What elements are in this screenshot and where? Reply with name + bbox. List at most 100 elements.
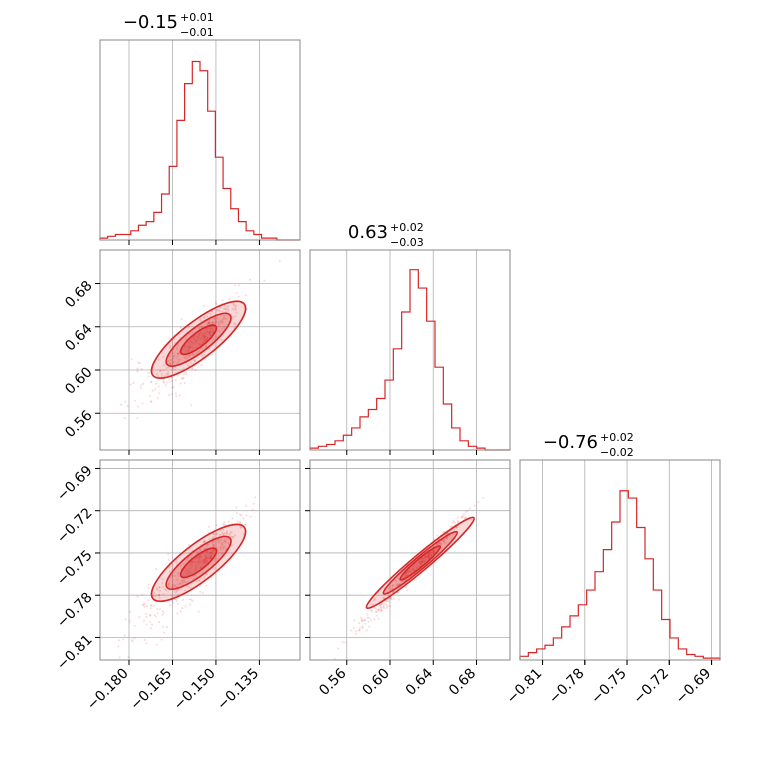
scatter-point [473,504,476,507]
scatter-point [211,532,215,536]
scatter-point [191,553,194,557]
scatter-point [172,367,175,370]
scatter-point [252,502,255,505]
scatter-point [216,548,220,551]
scatter-point [422,558,425,561]
scatter-point [227,309,230,312]
scatter-point [221,318,225,321]
scatter-point [165,589,168,592]
x-tick-label: 0.60 [359,666,392,699]
x-tick-label: −0.69 [673,666,715,708]
scatter-point [428,553,431,556]
scatter-point [221,544,224,547]
x-tick-label: 0.68 [446,666,479,699]
scatter-point [207,322,210,325]
scatter-point [222,307,226,310]
scatter-point [225,532,228,535]
scatter-point [379,606,382,609]
scatter-point [402,579,405,582]
scatter-point [211,328,215,331]
scatter-point [460,516,463,519]
scatter-point [375,610,378,614]
scatter-point [162,612,165,615]
panel-frame [519,459,721,661]
panel-frame [309,249,511,451]
scatter-point [432,552,435,555]
scatter-point [219,321,222,324]
scatter-point [211,541,214,544]
scatter-point [169,604,172,607]
scatter-point [385,606,388,610]
scatter-point [209,556,212,560]
scatter-point [172,354,175,358]
scatter-point [404,574,407,577]
scatter-point [175,589,178,592]
scatter-point [205,335,208,339]
scatter-point [231,517,234,520]
scatter-point [413,568,416,572]
scatter-point [446,537,449,540]
scatter-point [395,583,398,586]
scatter-point [181,582,184,585]
scatter-point [199,548,202,551]
scatter-point [427,555,430,558]
scatter-point [206,322,209,325]
scatter-point [186,346,189,349]
scatter-point [187,586,190,589]
scatter-point [148,621,151,624]
scatter-point [59,502,61,504]
scatter-point [242,533,245,536]
scatter-point [181,377,184,380]
scatter-point [180,377,183,380]
scatter-point [415,567,419,570]
scatter-point [455,526,458,529]
contour-level [365,516,475,610]
scatter-point [198,326,201,329]
scatter-point [223,523,226,526]
scatter-point [167,583,170,586]
scatter-point [170,358,173,361]
scatter-point [203,316,206,319]
scatter-point [421,559,424,562]
scatter-point [154,567,158,571]
scatter-point [370,610,374,613]
scatter-point [192,337,195,340]
scatter-point [220,319,223,322]
scatter-point [147,583,150,587]
scatter-point [363,618,366,622]
scatter-point [380,608,383,612]
scatter-point [227,542,230,545]
scatter-point [183,345,186,348]
scatter-point [152,604,156,607]
scatter-point [189,562,192,565]
scatter-point [196,350,199,354]
scatter-point [205,331,208,334]
scatter-point [357,621,361,625]
scatter-point [173,589,176,593]
scatter-point [190,404,193,407]
scatter-point [412,567,415,571]
scatter-point [237,295,240,298]
scatter-point [199,319,203,322]
scatter-point [424,555,427,558]
scatter-point [449,525,452,528]
scatter-point [163,375,166,378]
scatter-point [366,613,369,616]
scatter-point [214,335,218,338]
scatter-point [118,639,121,642]
scatter-point [216,317,219,320]
scatter-point [205,562,208,565]
scatter-point [440,542,443,545]
scatter-point [145,612,148,615]
scatter-point [174,591,177,594]
scatter-point [418,561,422,564]
scatter-point [209,556,213,559]
scatter-point [204,539,207,542]
scatter-point [176,578,179,581]
scatter-point [385,603,388,606]
scatter-point [215,303,218,306]
scatter-point [191,353,194,356]
scatter-point [208,321,211,324]
x-tick-label: −0.165 [127,666,175,714]
scatter-point [192,578,195,581]
